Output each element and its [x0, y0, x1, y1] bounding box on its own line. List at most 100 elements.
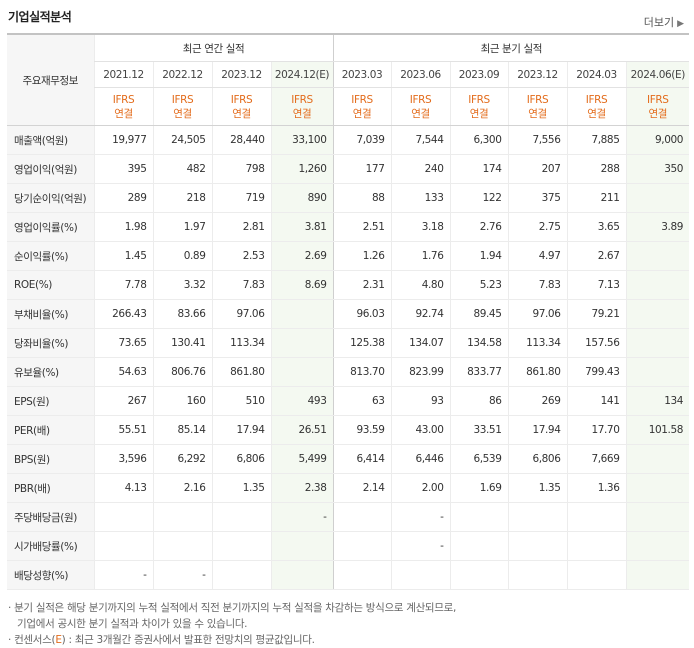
table-cell: 833.77: [449, 357, 508, 387]
ifrs-basis: 연결: [469, 107, 489, 120]
period-header: 2023.12: [507, 61, 567, 88]
ifrs-standard: IFRS: [112, 93, 135, 106]
row-label: 당기순이익(억원): [7, 183, 94, 213]
table-cell: 1.35: [507, 473, 567, 503]
table-cell: 8.69: [270, 270, 333, 300]
table-cell: 7,544: [390, 125, 450, 155]
table-cell: 157.56: [566, 328, 626, 358]
period-header: 2024.03: [566, 61, 626, 88]
table-cell: 2.81: [211, 212, 271, 242]
ifrs-label: IFRS 연결: [152, 87, 212, 126]
period-header: 2022.12: [152, 61, 212, 88]
table-cell: 493: [270, 386, 333, 416]
row-label: PBR(배): [7, 473, 94, 503]
ifrs-label: IFRS 연결: [270, 87, 333, 126]
table-cell: -: [270, 502, 333, 532]
table-cell: 86: [449, 386, 508, 416]
table-cell: 395: [93, 154, 153, 184]
table-cell: 7.78: [93, 270, 153, 300]
table-cell: 26.51: [270, 415, 333, 445]
table-cell: [332, 502, 391, 532]
table-cell: 28,440: [211, 125, 271, 155]
table-cell: 2.75: [507, 212, 567, 242]
table-cell: 266.43: [93, 299, 153, 329]
ifrs-label: IFRS 연결: [507, 87, 567, 126]
table-cell: 6,446: [390, 444, 450, 474]
table-cell: [507, 502, 567, 532]
ifrs-standard: IFRS: [230, 93, 253, 106]
table-cell: 813.70: [332, 357, 391, 387]
table-cell: 2.31: [332, 270, 391, 300]
table-cell: 85.14: [152, 415, 212, 445]
table-cell: [211, 531, 271, 561]
table-cell: 267: [93, 386, 153, 416]
ifrs-basis: 연결: [292, 107, 312, 120]
table-cell: 3.32: [152, 270, 212, 300]
table-cell: 33,100: [270, 125, 333, 155]
table-cell: 19,977: [93, 125, 153, 155]
table-cell: 113.34: [507, 328, 567, 358]
table-cell: [625, 531, 690, 561]
table-cell: 861.80: [507, 357, 567, 387]
corner-label: 주요재무정보: [7, 34, 94, 126]
table-row: 배당성향(%) - -: [7, 560, 690, 590]
table-cell: 823.99: [390, 357, 450, 387]
table-cell: 1,260: [270, 154, 333, 184]
table-cell: 7,039: [332, 125, 391, 155]
table-cell: [449, 560, 508, 590]
chevron-right-icon: ▶: [677, 19, 684, 29]
ifrs-standard: IFRS: [171, 93, 194, 106]
row-label: 영업이익(억원): [7, 154, 94, 184]
table-cell: 240: [390, 154, 450, 184]
table-cell: -: [390, 531, 450, 561]
table-cell: 5,499: [270, 444, 333, 474]
footnote-1: · 분기 실적은 해당 분기까지의 누적 실적에서 직전 분기까지의 누적 실적…: [8, 602, 457, 614]
table-cell: 17.94: [507, 415, 567, 445]
table-cell: 2.67: [566, 241, 626, 271]
table-cell: [625, 328, 690, 358]
table-cell: -: [93, 560, 153, 590]
ifrs-label: IFRS 연결: [211, 87, 271, 126]
ifrs-standard: IFRS: [647, 93, 669, 106]
quarterly-header: 최근 분기 실적: [332, 34, 690, 62]
table-cell: 96.03: [332, 299, 391, 329]
row-label: 순이익률(%): [7, 241, 94, 271]
table-cell: [332, 560, 391, 590]
ifrs-basis: 연결: [232, 107, 251, 120]
table-row: 유보율(%) 54.63 806.76 861.80 813.70 823.99 833.7…: [7, 357, 690, 387]
table-cell: 174: [449, 154, 508, 184]
table-cell: 510: [211, 386, 271, 416]
table-cell: 133: [390, 183, 450, 213]
table-cell: 1.35: [211, 473, 271, 503]
table-cell: 63: [332, 386, 391, 416]
table-cell: 890: [270, 183, 333, 213]
table-cell: 177: [332, 154, 391, 184]
table-row: BPS(원) 3,596 6,292 6,806 5,499 6,414 6,446 6,53…: [7, 444, 690, 474]
table-cell: 9,000: [625, 125, 690, 155]
table-cell: 97.06: [211, 299, 271, 329]
table-cell: 4.80: [390, 270, 450, 300]
table-cell: -: [152, 560, 212, 590]
ifrs-standard: IFRS: [526, 93, 549, 106]
table-cell: [625, 299, 690, 329]
table-cell: 89.45: [449, 299, 508, 329]
table-cell: 269: [507, 386, 567, 416]
table-row: 당좌비율(%) 73.65 130.41 113.34 125.38 134.07 134.…: [7, 328, 690, 358]
table-cell: [270, 560, 333, 590]
table-row: 당기순이익(억원) 289 218 719 890 88 133 122 375 211: [7, 183, 690, 213]
table-cell: [270, 328, 333, 358]
row-label: 부채비율(%): [7, 299, 94, 329]
period-header: 2023.12: [211, 61, 271, 88]
ifrs-label: IFRS 연결: [566, 87, 626, 126]
table-cell: 113.34: [211, 328, 271, 358]
table-row: PER(배) 55.51 85.14 17.94 26.51 93.59 43.00 33.5…: [7, 415, 690, 445]
footnote-2-prefix: · 컨센서스(: [8, 634, 56, 646]
ifrs-label: IFRS 연결: [332, 87, 391, 126]
table-cell: 134: [625, 386, 690, 416]
table-cell: 79.21: [566, 299, 626, 329]
table-cell: 0.89: [152, 241, 212, 271]
table-cell: 288: [566, 154, 626, 184]
more-link[interactable]: 더보기 ▶: [644, 14, 684, 30]
table-cell: 218: [152, 183, 212, 213]
period-header: 2023.06: [390, 61, 450, 88]
